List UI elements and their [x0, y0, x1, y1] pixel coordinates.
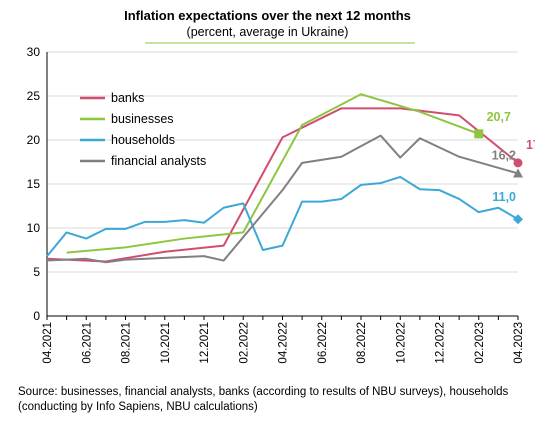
legend-label-households: households — [111, 133, 175, 147]
end-marker-businesses — [474, 129, 484, 139]
chart-title: Inflation expectations over the next 12 … — [124, 8, 411, 23]
y-tick-label: 0 — [33, 309, 40, 323]
series-line-households — [46, 175, 519, 257]
legend-label-financial-analysts: financial analysts — [111, 154, 206, 168]
data-label-banks: 17,4 — [526, 138, 535, 152]
x-tick-label: 12.2021 — [199, 322, 211, 364]
end-marker-households — [513, 214, 523, 225]
series-line-banks — [46, 107, 519, 263]
end-marker-financial-analysts — [513, 168, 523, 178]
x-tick-label: 08.2022 — [356, 322, 368, 364]
x-tick-label: 02.2022 — [238, 322, 250, 364]
x-tick-label: 10.2022 — [395, 322, 407, 364]
x-tick-label: 04.2022 — [278, 322, 290, 364]
x-tick-label: 06.2022 — [317, 322, 329, 364]
x-tick-label: 10.2021 — [160, 322, 172, 364]
x-tick-label: 02.2023 — [474, 322, 486, 364]
y-tick-label: 15 — [27, 177, 41, 191]
line-chart: 0 5 10 15 20 25 30 04.2021 06.2021 08.2021 10.2021… — [27, 42, 535, 364]
x-tick-label: 04.2021 — [42, 322, 54, 364]
series-line-financial-analysts — [46, 134, 519, 264]
end-marker-banks — [513, 158, 523, 168]
data-label-households: 11,0 — [492, 190, 516, 204]
data-label-businesses: 20,7 — [487, 110, 511, 124]
y-tick-label: 20 — [27, 133, 41, 147]
y-tick-label: 30 — [27, 45, 41, 59]
legend-label-businesses: businesses — [111, 112, 174, 126]
series-line-businesses — [66, 93, 480, 254]
x-tick-label: 12.2022 — [435, 322, 447, 364]
x-tick-label: 08.2021 — [121, 322, 133, 364]
y-tick-label: 25 — [27, 89, 41, 103]
y-tick-label: 10 — [27, 221, 41, 235]
chart-subtitle: (percent, average in Ukraine) — [186, 25, 349, 39]
x-tick-label: 04.2023 — [513, 322, 525, 364]
source-note: Source: businesses, financial analysts, … — [18, 386, 509, 413]
x-tick-label: 06.2021 — [81, 322, 93, 364]
legend-label-banks: banks — [111, 91, 144, 105]
y-tick-label: 5 — [33, 265, 40, 279]
data-label-financial-analysts: 16,2 — [492, 148, 516, 162]
